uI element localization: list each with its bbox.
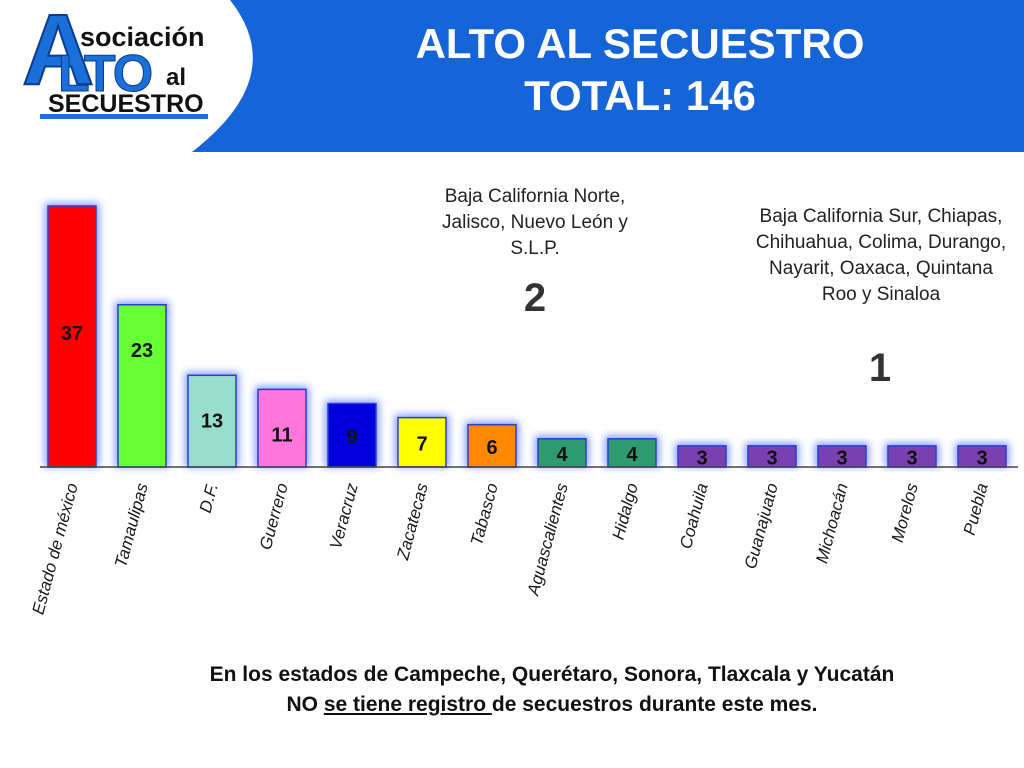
bar-data-label: 9 bbox=[346, 426, 357, 448]
logo-text-secuestro: SECUESTRO bbox=[48, 90, 204, 118]
bar bbox=[257, 388, 307, 468]
x-tick-label: Veracruz bbox=[326, 481, 362, 551]
logo-big-letter: A bbox=[21, 0, 95, 106]
bar-data-label: 3 bbox=[766, 447, 777, 469]
bar-data-label: 7 bbox=[416, 433, 427, 455]
x-tick-label: Aguascalientes bbox=[523, 481, 572, 599]
logo-underline bbox=[40, 114, 208, 119]
annotation-one-text: Baja California Sur, Chiapas, Chihuahua,… bbox=[755, 206, 1007, 305]
logo: A sociación LTO al SECUESTRO bbox=[18, 0, 208, 126]
bar-data-label: 11 bbox=[271, 424, 292, 446]
x-tick-label: Tamaulipas bbox=[111, 481, 152, 570]
x-tick-label: Puebla bbox=[960, 481, 992, 537]
footer-line-1: En los estados de Campeche, Querétaro, S… bbox=[209, 663, 895, 686]
annotation-one-value: 1 bbox=[868, 346, 892, 390]
x-tick-label: Tabasco bbox=[467, 481, 502, 547]
bar-data-label: 3 bbox=[976, 447, 987, 469]
bar bbox=[537, 438, 587, 468]
bar-data-label: 3 bbox=[906, 447, 917, 469]
annotation-two-text: Baja California Norte, Jalisco, Nuevo Le… bbox=[442, 186, 628, 259]
bar bbox=[117, 304, 167, 468]
banner-shape bbox=[192, 0, 1024, 152]
title-line-2: TOTAL: 146 bbox=[524, 72, 756, 119]
logo-text-alto: LTO bbox=[57, 45, 153, 104]
bar bbox=[607, 438, 657, 468]
x-tick-label: D.F. bbox=[196, 481, 222, 515]
logo-text-asociacion: sociación bbox=[80, 22, 205, 52]
footer-note: En los estados de Campeche, Querétaro, S… bbox=[100, 660, 1004, 720]
page-title: ALTO AL SECUESTRO TOTAL: 146 bbox=[360, 18, 920, 122]
bar bbox=[327, 402, 377, 468]
x-tick-label: Coahuila bbox=[676, 481, 712, 551]
bar bbox=[47, 205, 97, 468]
bar-data-label: 13 bbox=[201, 410, 223, 432]
x-tick-label: Zacatecas bbox=[393, 481, 432, 563]
logo-text-al: al bbox=[166, 64, 187, 91]
footer-underlined: se tiene registro bbox=[323, 693, 492, 716]
x-tick-label: Morelos bbox=[888, 481, 922, 545]
bar-data-label: 6 bbox=[486, 437, 497, 459]
x-tick-label: Guanajuato bbox=[741, 481, 782, 571]
footer-rest: de secuestros durante este mes. bbox=[491, 693, 818, 716]
x-tick-label: Hidalgo bbox=[609, 481, 642, 542]
header-banner bbox=[192, 0, 1024, 152]
bar bbox=[467, 423, 517, 468]
bar-data-label: 37 bbox=[61, 323, 83, 345]
bar bbox=[397, 416, 447, 468]
bar-data-label: 4 bbox=[626, 444, 638, 466]
footer-no: NO bbox=[286, 693, 324, 716]
annotation-two-value: 2 bbox=[523, 276, 547, 320]
title-line-1: ALTO AL SECUESTRO bbox=[415, 20, 865, 67]
bar-data-label: 23 bbox=[131, 340, 153, 362]
x-tick-label: Estado de méxico bbox=[29, 481, 82, 616]
bar-data-label: 3 bbox=[836, 447, 847, 469]
x-tick-label: Guerrero bbox=[256, 481, 292, 552]
bar-data-label: 4 bbox=[556, 444, 568, 466]
bar-data-label: 3 bbox=[696, 447, 707, 469]
x-tick-label: Michoacán bbox=[812, 481, 852, 565]
footer-line-2: NO se tiene registro de secuestros duran… bbox=[100, 690, 1004, 720]
